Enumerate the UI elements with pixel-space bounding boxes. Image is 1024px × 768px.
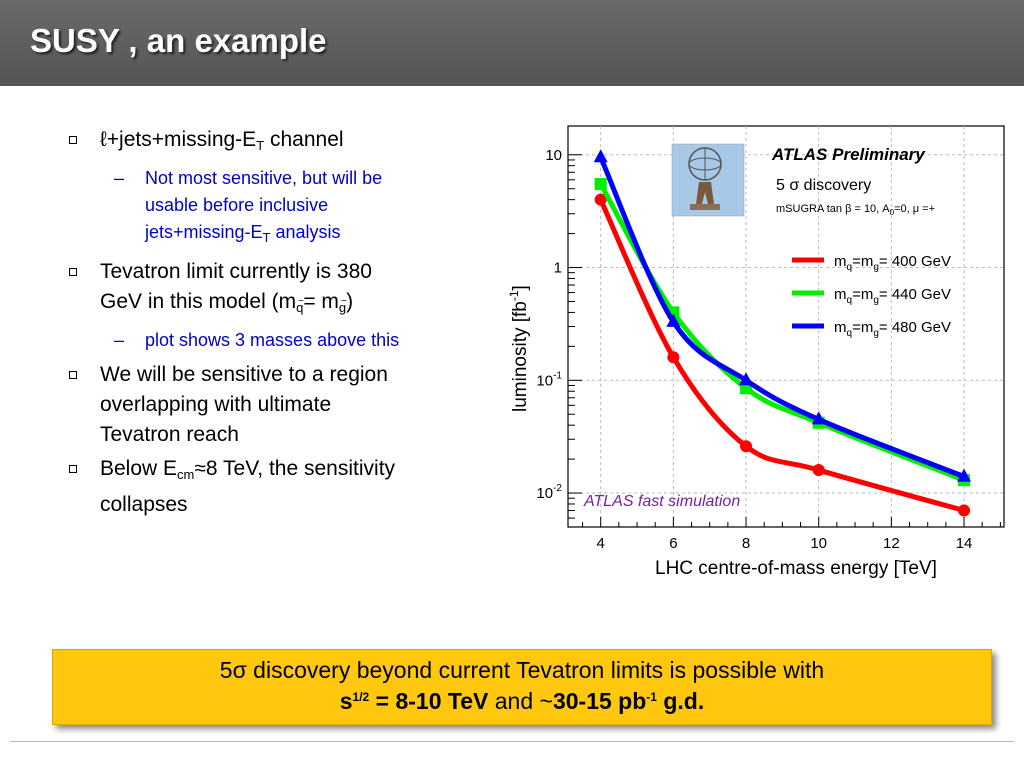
- bullet-text: Below E: [100, 457, 178, 480]
- conclusion-banner: 5σ discovery beyond current Tevatron lim…: [52, 649, 992, 725]
- luminosity-chart-svg: 4 6 8 10 12 14 10-2 10-1 1 10 ATLAS Preliminary 5…: [507, 125, 1005, 579]
- bullet-text: ): [346, 290, 354, 313]
- bullet-list: ℓ+jets+missing-ET channel – Not most sen…: [60, 125, 480, 524]
- square-bullet-icon: [69, 136, 77, 144]
- luminosity-plot: 4 6 8 10 12 14 10-2 10-1 1 10 ATLAS Preliminary 5…: [500, 112, 1014, 582]
- dash-bullet-icon: –: [114, 168, 125, 188]
- chart-annotation: ATLAS fast simulation: [583, 493, 740, 510]
- series-point-2: [666, 313, 681, 327]
- series-point-0: [812, 464, 825, 477]
- subbullet-line: plot shows 3 masses above this: [145, 330, 400, 350]
- y-tick-label: 10-2: [536, 483, 562, 502]
- x-tick-label: 14: [956, 535, 973, 552]
- series-point-0: [667, 351, 680, 364]
- legend-label-0: mq=mg= 400 GeV: [834, 253, 951, 273]
- x-tick-label: 6: [669, 535, 677, 552]
- atlas-logo: [671, 143, 745, 217]
- bullet-sensitive-region: We will be sensitive to a region overlap…: [60, 360, 480, 450]
- chart-model: mSUGRA tan β = 10, A0=0, μ =+: [776, 203, 935, 217]
- bullet-text: GeV in this model (m: [100, 290, 297, 313]
- y-axis-label: luminosity [fb-1]: [507, 285, 531, 412]
- square-bullet-icon: [69, 465, 77, 473]
- x-axis-label: LHC centre-of-mass energy [TeV]: [655, 558, 937, 579]
- subbullet-subscript: T: [262, 230, 271, 245]
- series-point-1: [594, 178, 607, 191]
- subbullet-line: analysis: [270, 222, 341, 242]
- chart-title: ATLAS Preliminary: [771, 145, 926, 164]
- title-bar: SUSY , an example: [0, 0, 1024, 86]
- bullet-subscript: T: [256, 138, 265, 153]
- subbullet-not-most-sensitive: – Not most sensitive, but will be usable…: [60, 165, 480, 251]
- bullet-text: We will be sensitive to a region: [100, 363, 388, 386]
- square-bullet-icon: [69, 371, 77, 379]
- bullet-lepton-channel: ℓ+jets+missing-ET channel: [60, 125, 480, 161]
- bullet-text: = m: [303, 290, 339, 313]
- series-point-2: [811, 411, 826, 425]
- subbullet-line: Not most sensitive, but will be: [145, 168, 383, 188]
- legend-label-1: mq=mg= 440 GeV: [834, 286, 951, 306]
- series-point-0: [958, 504, 971, 517]
- series-point-2: [739, 372, 754, 386]
- x-tick-label: 8: [742, 535, 750, 552]
- sigma-symbol: σ: [232, 657, 247, 683]
- x-tick-label: 4: [597, 535, 605, 552]
- axes: 4 6 8 10 12 14 10-2 10-1 1 10: [536, 147, 1001, 552]
- series-point-0: [594, 193, 607, 206]
- energy-range: = 8-10 TeV: [369, 688, 489, 714]
- plot-frame: [567, 125, 1005, 528]
- sqrt-s-label: s: [339, 688, 353, 714]
- bullet-below-ecm: Below Ecm≈8 TeV, the sensitivity collaps…: [60, 454, 480, 520]
- sqrt-s-exponent: 1/2: [352, 690, 370, 704]
- y-tick-label: 10: [545, 147, 562, 164]
- y-tick-label: 1: [554, 260, 562, 277]
- bullet-text: collapses: [100, 493, 188, 516]
- slide-title: SUSY , an example: [30, 22, 327, 59]
- series-point-2: [957, 468, 972, 482]
- bullet-text: ℓ+jets+missing-E: [100, 128, 257, 151]
- y-tick-label: 10-1: [536, 370, 562, 389]
- x-tick-label: 10: [810, 535, 827, 552]
- square-bullet-icon: [69, 268, 77, 276]
- bullet-text: overlapping with ultimate: [100, 393, 332, 416]
- luminosity-range: 30-15 pb: [552, 688, 647, 714]
- bullet-text: channel: [264, 128, 344, 151]
- luminosity-exponent: -1: [646, 690, 657, 704]
- bullet-text: Tevatron reach: [100, 423, 239, 446]
- footer-divider: [10, 741, 1014, 742]
- banner-gd: g.d.: [656, 688, 705, 714]
- banner-and: and ~: [488, 688, 553, 714]
- bullet-tevatron-limit: Tevatron limit currently is 380 GeV in t…: [60, 257, 480, 323]
- bullet-text: ≈8 TeV, the sensitivity: [194, 457, 396, 480]
- legend: mq=mg= 400 GeV mq=mg= 440 GeV mq=mg= 480 G…: [792, 253, 951, 339]
- bullet-subscript: cm: [177, 467, 195, 482]
- gluino-subscript: ~ g: [338, 296, 347, 316]
- subbullet-plot-masses: – plot shows 3 masses above this: [60, 327, 480, 354]
- subbullet-line: usable before inclusive: [145, 195, 329, 215]
- series-point-0: [740, 440, 753, 453]
- banner-line-1: 5σ discovery beyond current Tevatron lim…: [219, 657, 825, 683]
- chart-subtitle: 5 σ discovery: [776, 177, 871, 194]
- banner-line-2: s1/2 = 8-10 TeV and ~30-15 pb-1 g.d.: [53, 688, 991, 715]
- x-tick-label: 12: [883, 535, 900, 552]
- bullet-text: Tevatron limit currently is 380: [100, 260, 372, 283]
- subbullet-line: jets+missing-E: [145, 222, 263, 242]
- dash-bullet-icon: –: [114, 330, 125, 350]
- series-layer: [593, 149, 972, 517]
- legend-label-2: mq=mg= 480 GeV: [834, 319, 951, 339]
- series-point-2: [593, 149, 608, 163]
- squark-subscript: ~ q: [296, 296, 304, 316]
